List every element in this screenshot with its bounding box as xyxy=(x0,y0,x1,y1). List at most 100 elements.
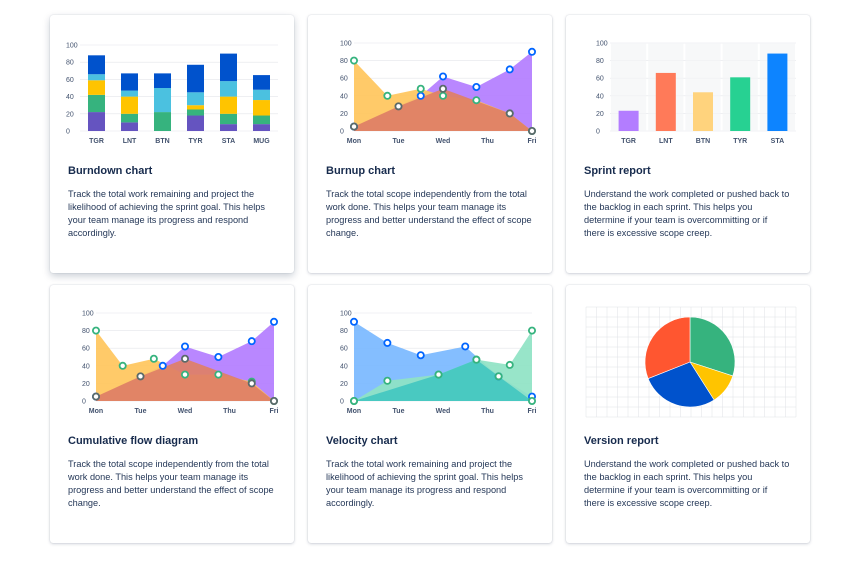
bar-segment xyxy=(220,53,237,82)
bar xyxy=(693,92,713,131)
cumulative-flow-graphic: 0 20 40 60 80 100 Mon Tue Wed Thu Fri xyxy=(82,311,279,416)
x-tick-label: Fri xyxy=(270,408,279,415)
bar-segment xyxy=(88,74,105,81)
burnup-chart-graphic: 0 20 40 60 80 100 Mon Tue Wed Thu Fri xyxy=(340,41,537,146)
data-point xyxy=(383,376,392,385)
card-burndown-chart[interactable]: 0 20 40 60 80 100 TGR LNT BTN TYR STA MUG Burndown … xyxy=(50,15,294,273)
bar-segment xyxy=(253,89,270,101)
data-point xyxy=(214,370,223,379)
card-title: Burndown chart xyxy=(68,165,153,177)
data-point xyxy=(394,102,403,111)
card-description: Understand the work completed or pushed … xyxy=(584,189,790,238)
y-tick-label: 40 xyxy=(340,93,348,100)
y-tick-label: 80 xyxy=(66,60,74,67)
x-tick-label: Tue xyxy=(393,408,405,415)
card-burnup-chart[interactable]: 0 20 40 60 80 100 Mon Tue Wed Thu Fri Burnup chart… xyxy=(308,15,552,273)
x-tick-label: Mon xyxy=(89,408,103,415)
bar-segment xyxy=(253,115,270,125)
card-sprint-report[interactable]: 0 20 40 60 80 100 TGR LNT BTN TYR STA Sprint repor… xyxy=(566,15,810,273)
card-title: Velocity chart xyxy=(326,435,398,447)
data-point xyxy=(247,379,256,388)
bar-segment xyxy=(187,109,204,116)
data-point xyxy=(92,392,101,401)
x-tick-label: STA xyxy=(222,138,235,145)
y-tick-label: 60 xyxy=(66,77,74,84)
data-point xyxy=(181,354,190,363)
area-series xyxy=(96,358,274,401)
y-tick-label: 0 xyxy=(596,129,600,136)
burndown-chart-graphic: 0 20 40 60 80 100 TGR LNT BTN TYR STA MUG xyxy=(66,43,278,145)
bar-segment xyxy=(121,73,138,91)
data-point xyxy=(494,372,503,381)
y-tick-label: 0 xyxy=(66,129,70,136)
data-point xyxy=(247,337,256,346)
x-tick-label: Mon xyxy=(347,408,361,415)
y-tick-label: 100 xyxy=(340,311,352,318)
bar xyxy=(655,72,676,131)
data-point xyxy=(505,109,514,118)
x-tick-label: Tue xyxy=(393,138,405,145)
y-tick-label: 0 xyxy=(82,399,86,406)
card-description: Track the total work remaining and proje… xyxy=(68,189,265,238)
bar-segment xyxy=(187,115,204,131)
x-tick-label: Thu xyxy=(481,138,494,145)
y-tick-label: 60 xyxy=(340,76,348,83)
card-description: Track the total scope independently from… xyxy=(326,189,532,238)
data-point xyxy=(461,342,470,351)
data-point xyxy=(92,326,101,335)
x-tick-label: Fri xyxy=(528,138,537,145)
x-tick-label: BTN xyxy=(155,138,169,145)
bar-segment xyxy=(121,113,138,123)
bar xyxy=(730,77,751,131)
x-tick-label: BTN xyxy=(696,138,710,145)
bar-segment xyxy=(187,92,204,106)
bar-segment xyxy=(88,55,105,75)
data-point xyxy=(527,397,536,406)
x-tick-label: TGR xyxy=(621,138,636,145)
x-tick-label: STA xyxy=(771,138,784,145)
card-velocity-chart[interactable]: 0 20 40 60 80 100 Mon Tue Wed Thu Fri Velocity cha… xyxy=(308,285,552,543)
y-tick-label: 20 xyxy=(340,111,348,118)
y-tick-label: 20 xyxy=(82,381,90,388)
bar-segment xyxy=(253,75,270,90)
y-tick-label: 20 xyxy=(340,381,348,388)
bar-segment xyxy=(121,122,138,131)
bar-segment xyxy=(253,124,270,131)
data-point xyxy=(383,338,392,347)
data-point xyxy=(472,83,481,92)
data-point xyxy=(383,91,392,100)
bar xyxy=(767,53,788,131)
bar-segment xyxy=(121,96,138,114)
x-tick-label: Thu xyxy=(481,408,494,415)
velocity-chart-graphic: 0 20 40 60 80 100 Mon Tue Wed Thu Fri xyxy=(340,311,537,416)
data-point xyxy=(136,372,145,381)
y-tick-label: 60 xyxy=(82,346,90,353)
data-point xyxy=(269,317,278,326)
x-tick-label: Mon xyxy=(347,138,361,145)
data-point xyxy=(416,91,425,100)
bar-segment xyxy=(121,90,138,97)
card-version-report[interactable]: Version report Understand the work compl… xyxy=(566,285,810,543)
y-tick-label: 40 xyxy=(66,94,74,101)
bar-segment xyxy=(220,81,237,97)
data-point xyxy=(269,397,278,406)
data-point xyxy=(350,397,359,406)
data-point xyxy=(181,370,190,379)
bar-segment xyxy=(187,105,204,110)
data-point xyxy=(149,354,158,363)
pie-slice xyxy=(689,316,736,377)
y-tick-label: 20 xyxy=(596,111,604,118)
y-tick-label: 80 xyxy=(82,328,90,335)
data-point xyxy=(416,351,425,360)
bar-segment xyxy=(187,64,204,93)
y-tick-label: 20 xyxy=(66,111,74,118)
x-tick-label: Wed xyxy=(178,408,193,415)
y-tick-label: 60 xyxy=(596,76,604,83)
data-point xyxy=(527,47,536,56)
bar-segment xyxy=(253,100,270,116)
x-tick-label: TYR xyxy=(733,138,747,145)
y-tick-label: 40 xyxy=(340,363,348,370)
card-cumulative-flow-diagram[interactable]: 0 20 40 60 80 100 Mon Tue Wed Thu Fri Cumulative f… xyxy=(50,285,294,543)
bar-segment xyxy=(220,113,237,125)
card-title: Cumulative flow diagram xyxy=(68,435,199,447)
